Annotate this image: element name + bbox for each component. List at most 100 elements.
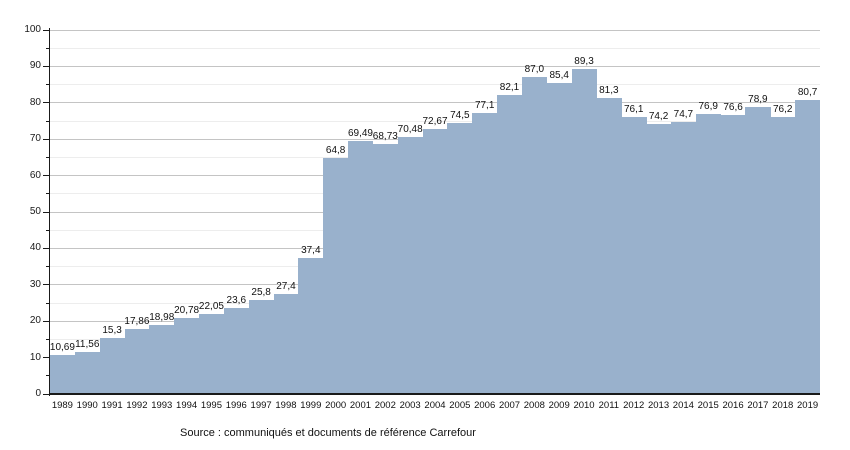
value-label-2017: 78,9 <box>748 93 768 105</box>
value-label-2009: 85,4 <box>549 70 569 82</box>
x-axis-label-2018: 2018 <box>772 400 794 411</box>
value-label-1995: 22,05 <box>198 300 224 312</box>
gridline-minor <box>50 120 820 122</box>
source-caption: Source : communiqués et documents de réf… <box>180 427 476 439</box>
y-axis-minor-tick <box>46 229 50 231</box>
bar-2001 <box>348 141 374 394</box>
bar-2018 <box>770 116 796 394</box>
y-axis-minor-tick <box>46 193 50 195</box>
y-axis-minor-tick <box>46 302 50 304</box>
value-label-2006: 77,1 <box>474 100 495 112</box>
bar-2011 <box>596 98 622 394</box>
bar-2005 <box>447 122 473 394</box>
bar-2014 <box>670 122 697 394</box>
y-axis-tick-label: 30 <box>29 278 41 290</box>
x-axis-label-1992: 1992 <box>126 400 148 411</box>
bar-1990 <box>74 351 101 394</box>
y-axis-tick-label: 60 <box>29 169 41 181</box>
value-label-2011: 81,3 <box>599 85 619 97</box>
x-axis-label-2010: 2010 <box>573 400 595 411</box>
bar-2008 <box>521 77 548 394</box>
value-label-2001: 69,49 <box>347 128 373 140</box>
y-axis-tick-label: 90 <box>29 60 41 72</box>
x-axis-label-2015: 2015 <box>697 400 719 411</box>
value-label-2000: 64,8 <box>325 145 346 157</box>
y-axis-minor-tick <box>46 266 50 268</box>
value-label-2005: 74,5 <box>450 109 470 121</box>
bar-2012 <box>621 116 647 394</box>
value-label-1994: 20,78 <box>174 305 200 317</box>
value-label-2013: 74,2 <box>648 110 669 122</box>
x-axis-label-2006: 2006 <box>474 400 496 411</box>
x-axis-label-1993: 1993 <box>151 400 173 411</box>
x-axis-label-1991: 1991 <box>101 400 123 411</box>
bar-2010 <box>571 68 597 394</box>
y-axis-tick <box>43 357 50 359</box>
y-axis-tick <box>43 175 50 177</box>
x-axis-label-1994: 1994 <box>176 400 198 411</box>
x-axis-label-2008: 2008 <box>523 400 545 411</box>
gridline-major <box>50 65 820 67</box>
x-axis-label-1995: 1995 <box>200 400 223 411</box>
bar-2017 <box>745 106 771 394</box>
y-axis <box>49 28 50 396</box>
x-axis-label-2001: 2001 <box>349 400 372 411</box>
x-axis-label-2013: 2013 <box>647 400 670 411</box>
value-label-2012: 76,1 <box>623 103 644 115</box>
x-axis-label-2007: 2007 <box>498 400 521 411</box>
x-axis-label-1997: 1997 <box>250 400 272 411</box>
x-axis-label-1996: 1996 <box>225 400 247 411</box>
gridline-major <box>50 29 820 31</box>
x-axis-label-2000: 2000 <box>325 400 347 411</box>
y-axis-tick-label: 0 <box>35 388 41 399</box>
y-axis-tick-label: 80 <box>29 96 41 108</box>
bar-1997 <box>248 300 275 394</box>
bar-2006 <box>472 113 498 394</box>
bar-2019 <box>795 100 821 394</box>
bar-2016 <box>720 115 746 394</box>
value-label-2002: 68,73 <box>372 130 398 142</box>
value-label-1993: 18,98 <box>149 311 175 323</box>
x-axis-label-1999: 1999 <box>300 400 322 411</box>
bar-1991 <box>99 338 125 394</box>
value-label-1991: 15,3 <box>102 325 122 337</box>
y-axis-tick-label: 70 <box>29 133 41 145</box>
x-axis-label-2014: 2014 <box>672 400 694 411</box>
value-label-2008: 87,0 <box>524 64 545 76</box>
value-label-2010: 89,3 <box>574 55 594 67</box>
gridline-minor <box>50 84 820 86</box>
bar-2013 <box>646 123 672 394</box>
bar-2009 <box>546 83 573 394</box>
x-axis-label-2012: 2012 <box>623 400 645 411</box>
x-axis-label-2019: 2019 <box>797 400 819 411</box>
x-axis <box>49 393 820 395</box>
y-axis-tick <box>43 102 50 104</box>
y-axis-minor-tick <box>46 375 50 377</box>
value-label-1996: 23,6 <box>226 295 247 307</box>
value-label-1997: 25,8 <box>251 287 271 299</box>
y-axis-minor-tick <box>46 47 50 49</box>
x-axis-label-2003: 2003 <box>399 400 421 411</box>
x-axis-label-2017: 2017 <box>747 400 769 411</box>
y-axis-tick <box>43 393 50 395</box>
y-axis-tick-label: 20 <box>29 315 41 327</box>
value-label-2018: 76,2 <box>773 103 793 115</box>
gridline-minor <box>50 47 820 49</box>
value-label-1992: 17,86 <box>124 315 150 327</box>
bar-1998 <box>273 294 299 394</box>
y-axis-tick <box>43 320 50 322</box>
value-label-2004: 72,67 <box>422 116 448 128</box>
gridline-major <box>50 102 820 104</box>
x-axis-label-1998: 1998 <box>275 400 297 411</box>
bar-2003 <box>397 137 424 394</box>
value-label-1999: 37,4 <box>301 244 321 256</box>
x-axis-label-1989: 1989 <box>51 400 73 411</box>
bar-1994 <box>174 318 200 394</box>
y-axis-tick <box>43 138 50 140</box>
y-axis-tick-label: 50 <box>29 206 41 217</box>
y-axis-minor-tick <box>46 84 50 86</box>
bar-1999 <box>298 257 324 394</box>
y-axis-minor-tick <box>46 156 50 158</box>
